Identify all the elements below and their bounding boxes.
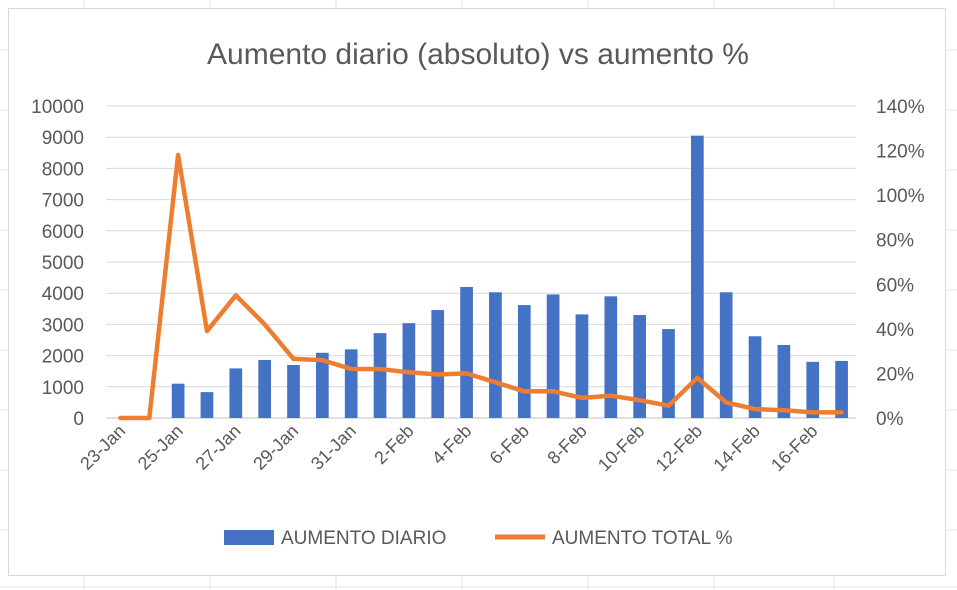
y-left-tick-label: 4000 (42, 284, 84, 305)
x-tick-label: 4-Feb (428, 421, 475, 468)
line-series[interactable] (118, 152, 844, 421)
bar[interactable] (258, 359, 271, 418)
x-tick-label: 8-Feb (543, 421, 590, 468)
bar[interactable] (229, 368, 243, 418)
y-right-tick-label: 60% (876, 275, 914, 296)
bar[interactable] (200, 392, 214, 418)
bar[interactable] (460, 286, 473, 418)
y-right-tick-label: 20% (876, 364, 914, 385)
legend[interactable]: AUMENTO DIARIO AUMENTO TOTAL % (224, 528, 733, 549)
x-tick-label: 23-Jan (76, 421, 129, 474)
y-left-tick-label: 9000 (42, 128, 84, 149)
y-right-tick-label: 40% (876, 320, 914, 341)
y-left-tick-label: 7000 (42, 191, 84, 212)
right-axis: 0% 20% 40% 60% 80% 100% 120% 140% (876, 97, 925, 430)
x-tick-label: 25-Jan (134, 421, 187, 474)
y-left-tick-label: 10000 (31, 97, 84, 118)
y-right-tick-label: 80% (876, 231, 914, 252)
bar[interactable] (806, 361, 820, 418)
bar[interactable] (662, 329, 675, 418)
y-right-tick-label: 120% (876, 142, 925, 163)
y-left-tick-label: 2000 (42, 347, 84, 368)
series-line[interactable] (118, 152, 844, 421)
x-tick-label: 29-Jan (249, 421, 302, 474)
y-left-tick-label: 3000 (42, 315, 84, 336)
y-right-tick-label: 0% (876, 409, 904, 430)
left-axis: 0 1000 2000 3000 4000 5000 6000 7000 8000 9000 100… (31, 97, 84, 430)
legend-label-line: AUMENTO TOTAL % (552, 528, 733, 549)
legend-swatch-bar (224, 530, 274, 545)
y-left-tick-label: 6000 (42, 222, 84, 243)
y-right-tick-label: 140% (876, 97, 925, 118)
legend-label-bar: AUMENTO DIARIO (281, 528, 446, 549)
bar[interactable] (431, 310, 445, 418)
x-tick-label: 10-Feb (594, 421, 648, 475)
x-tick-label: 27-Jan (192, 421, 245, 474)
bar[interactable] (171, 383, 185, 418)
bar[interactable] (344, 349, 358, 418)
bar[interactable] (719, 292, 733, 418)
y-right-tick-label: 100% (876, 186, 925, 207)
x-tick-label: 2-Feb (370, 421, 417, 468)
bar[interactable] (748, 336, 762, 418)
bar[interactable] (604, 296, 618, 418)
bar[interactable] (633, 315, 646, 418)
bar[interactable] (489, 292, 502, 418)
bar[interactable] (777, 344, 791, 418)
x-tick-label: 16-Feb (767, 421, 821, 475)
bar[interactable] (517, 305, 531, 418)
chart-title: Aumento diario (absoluto) vs aumento % (207, 38, 749, 71)
bar[interactable] (287, 364, 300, 418)
bar[interactable] (546, 294, 560, 418)
bar-series[interactable] (171, 135, 848, 418)
bar[interactable] (691, 135, 704, 418)
y-left-tick-label: 5000 (42, 253, 84, 274)
x-tick-label: 31-Jan (307, 421, 360, 474)
bar[interactable] (835, 360, 848, 418)
gridlines (106, 105, 856, 419)
x-tick-label: 6-Feb (486, 421, 533, 468)
x-tick-label: 14-Feb (709, 421, 763, 475)
bar[interactable] (373, 333, 387, 418)
x-axis: 23-Jan 25-Jan 27-Jan 29-Jan 31-Jan 2-Feb 4-Feb… (76, 421, 821, 475)
bar[interactable] (575, 314, 589, 418)
bar[interactable] (316, 352, 329, 418)
x-tick-label: 12-Feb (652, 421, 706, 475)
y-left-tick-label: 0 (73, 409, 84, 430)
y-left-tick-label: 1000 (42, 378, 84, 399)
y-left-tick-label: 8000 (42, 159, 84, 180)
